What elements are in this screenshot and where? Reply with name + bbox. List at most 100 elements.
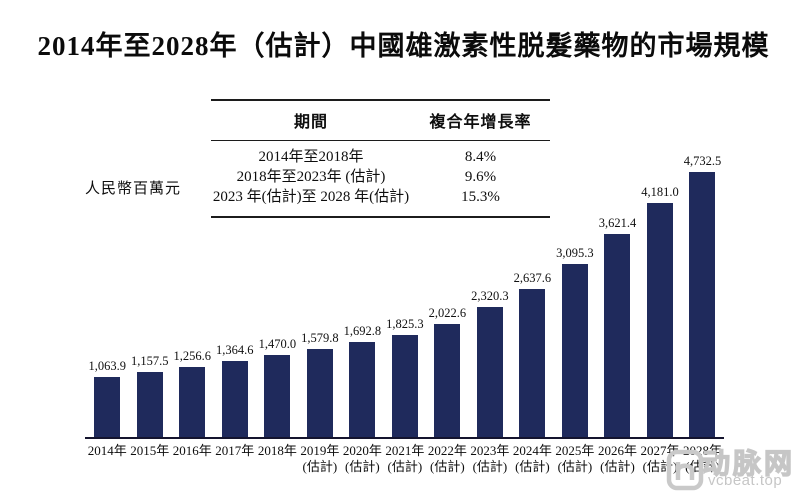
x-axis-year: 2018年 — [257, 443, 297, 458]
cagr-table-header: 期間 複合年增長率 — [211, 101, 550, 141]
cagr-period-cell: 2014年至2018年 — [258, 149, 364, 165]
watermark: 动脉网 vcbeat.top — [664, 442, 807, 497]
x-axis-label: 2014年 — [86, 443, 129, 475]
bar-value-label: 1,364.6 — [216, 342, 254, 357]
x-axis-year: 2024年 — [512, 443, 552, 458]
bar — [519, 289, 546, 437]
bar-value-label: 4,732.5 — [683, 154, 722, 168]
x-axis-labels: 2014年 2015年 2016年 2017年 2018年 2019年 (估計) 2020年(… — [86, 443, 724, 475]
x-axis-year: 2020年 — [342, 443, 382, 458]
x-axis-label: 2021年 (估計) — [384, 443, 427, 475]
x-axis-label: 2016年 — [171, 443, 214, 475]
x-axis-label: 2017年 — [214, 443, 257, 475]
bar — [221, 360, 248, 437]
bar-group: 3,621.4 — [596, 150, 639, 437]
bar-value-label: 1,063.9 — [88, 359, 127, 374]
x-axis-label: 2018年 — [256, 443, 299, 475]
page-title: 2014年至2028年（估計）中國雄激素性脱髮藥物的市場規模 — [37, 31, 770, 61]
cagr-header-period: 期間 — [293, 114, 328, 131]
x-axis-label: 2024年 (估計) — [511, 443, 554, 475]
bar-value-label: 1,579.8 — [301, 330, 339, 345]
cagr-period-cell: 2018年至2023年 (估計) — [236, 169, 386, 185]
bar — [179, 366, 206, 437]
bar-group: 2,320.3 — [469, 150, 512, 437]
x-axis-label: 2026年 (估計) — [596, 443, 639, 475]
x-axis-label: 2025年 (估計) — [554, 443, 597, 475]
bar-group: 2,022.6 — [426, 150, 469, 437]
x-axis-year: 2019年 — [300, 443, 340, 458]
x-axis-year: 2017年 — [215, 443, 255, 458]
x-axis-estimate-note: (估計) — [515, 459, 550, 474]
cagr-table-row: 2023 年(估計)至 2028 年(估計) 15.3% — [211, 187, 550, 207]
bar-value-label: 1,470.0 — [258, 336, 297, 351]
x-axis-estimate-note: (估計) — [430, 459, 465, 474]
bar-group: 1,825.3 — [384, 150, 427, 437]
y-axis-unit-label: 人民幣百萬元 — [85, 181, 182, 197]
bar-value-label: 4,181.0 — [641, 184, 679, 199]
watermark-brand-name: 动脉网 — [701, 447, 796, 479]
bar-value-label: 2,320.3 — [471, 289, 509, 304]
cagr-table-body: 2014年至2018年 8.4% 2018年至2023年 (估計) 9.6% 2023 … — [211, 141, 550, 216]
bar-group: 1,579.8 — [299, 150, 342, 437]
bar-group: 1,256.6 — [171, 150, 214, 437]
cagr-table-row: 2018年至2023年 (估計) 9.6% — [211, 167, 550, 187]
bar-value-label: 3,095.3 — [556, 245, 594, 260]
x-axis-label: 2023年 (估計) — [469, 443, 512, 475]
x-axis-year: 2016年 — [172, 443, 212, 458]
bar — [689, 172, 716, 437]
bar — [434, 323, 461, 437]
x-axis-estimate-note: (估計) — [345, 459, 380, 474]
bar — [94, 377, 121, 437]
x-axis-estimate-note: (估計) — [557, 459, 593, 474]
bar — [391, 334, 418, 437]
cagr-table-row: 2014年至2018年 8.4% — [211, 147, 550, 167]
x-axis-year: 2026年 — [597, 443, 637, 458]
bar-group: 1,692.8 — [341, 150, 384, 437]
bar-value-label: 3,621.4 — [598, 216, 637, 231]
watermark-site-url: vcbeat.top — [708, 472, 783, 489]
x-axis-label: 2020年 (估計) — [341, 443, 384, 475]
x-axis-year: 2022年 — [427, 443, 467, 458]
bar-value-label: 1,157.5 — [131, 354, 169, 369]
x-axis-label: 2022年 (估計) — [426, 443, 469, 475]
bar-value-label: 2,022.6 — [428, 305, 467, 320]
bar — [136, 372, 163, 437]
bar-group: 1,364.6 — [214, 150, 257, 437]
bar-group: 1,470.0 — [256, 150, 299, 437]
bar-value-label: 2,637.6 — [513, 271, 552, 286]
bar — [561, 263, 588, 437]
bar-group: 2,637.6 — [511, 150, 554, 437]
bar — [306, 348, 333, 437]
bar — [264, 354, 291, 437]
bar-chart-plot-area: 1,063.9 1,157.5 1,256.6 1,364.6 1,470.0 1,579… — [86, 150, 724, 437]
bar-group: 3,095.3 — [554, 150, 597, 437]
x-axis-estimate-note: (估計) — [387, 459, 423, 474]
x-axis-year: 2023年 — [470, 443, 510, 458]
x-axis-year: 2014年 — [87, 443, 127, 458]
cagr-header-rate: 複合年增長率 — [429, 114, 532, 131]
cagr-rate-cell: 15.3% — [461, 189, 500, 205]
bar — [646, 202, 673, 437]
cagr-rate-cell: 8.4% — [464, 149, 497, 165]
x-axis-estimate-note: (估計) — [600, 459, 635, 474]
bar-value-label: 1,825.3 — [386, 316, 424, 331]
x-axis-year: 2021年 — [385, 443, 425, 458]
bar-group: 1,063.9 — [86, 150, 129, 437]
bar-group: 4,181.0 — [639, 150, 682, 437]
bar — [349, 342, 376, 437]
bar-value-label: 1,692.8 — [343, 324, 382, 339]
cagr-rate-cell: 9.6% — [464, 169, 497, 185]
vcbeat-logo-icon — [666, 449, 704, 496]
x-axis-line — [85, 437, 724, 439]
cagr-period-cell: 2023 年(估計)至 2028 年(估計) — [212, 189, 410, 205]
x-axis-estimate-note: (估計) — [302, 459, 338, 474]
bar-value-label: 1,256.6 — [173, 348, 212, 363]
bar-group: 1,157.5 — [129, 150, 172, 437]
x-axis-year: 2025年 — [555, 443, 595, 458]
x-axis-estimate-note: (估計) — [472, 459, 508, 474]
bar — [476, 307, 503, 437]
bar-group: 4,732.5 — [681, 150, 724, 437]
bar — [604, 234, 631, 437]
x-axis-label: 2019年 (估計) — [299, 443, 342, 475]
